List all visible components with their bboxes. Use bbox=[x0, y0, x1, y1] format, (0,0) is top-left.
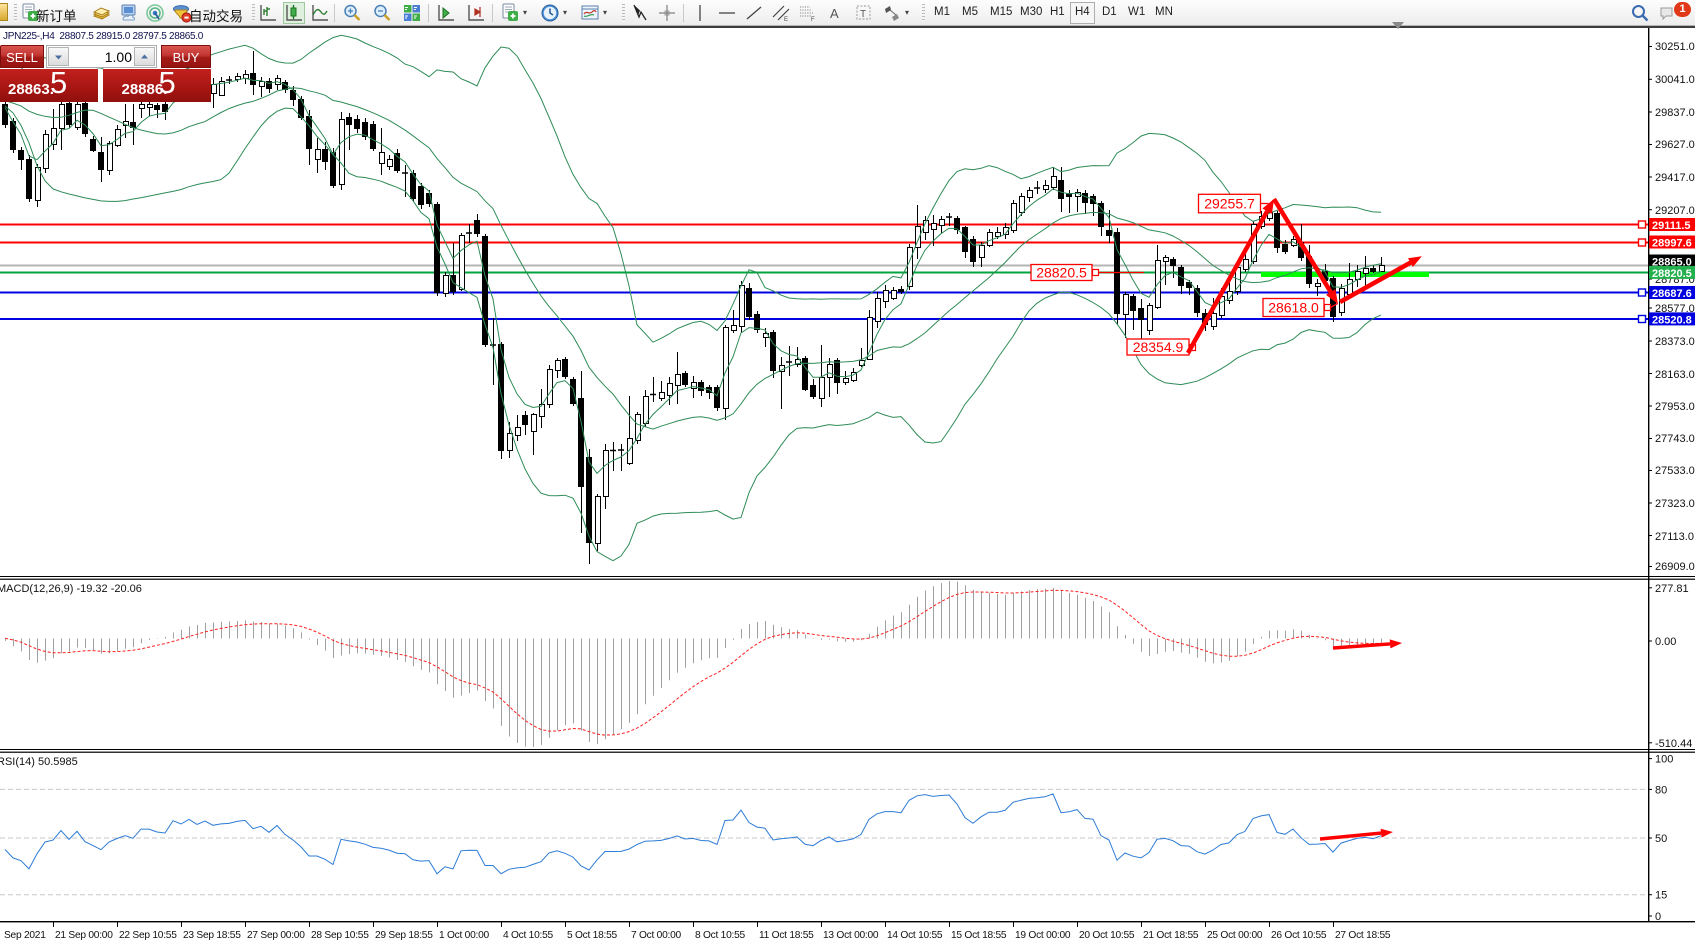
svg-text:F: F bbox=[811, 17, 815, 23]
svg-text:277.81: 277.81 bbox=[1655, 583, 1689, 595]
svg-text:28865.0: 28865.0 bbox=[1652, 257, 1692, 269]
svg-text:27 Oct 18:55: 27 Oct 18:55 bbox=[1335, 930, 1391, 941]
svg-text:28820.5: 28820.5 bbox=[1036, 265, 1087, 281]
svg-text:19 Oct 00:00: 19 Oct 00:00 bbox=[1015, 930, 1071, 941]
svg-text:28163.0: 28163.0 bbox=[1655, 369, 1695, 381]
svg-text:11 Oct 18:55: 11 Oct 18:55 bbox=[759, 930, 814, 941]
svg-text:7 Oct 00:00: 7 Oct 00:00 bbox=[631, 930, 682, 941]
svg-text:22 Sep 10:55: 22 Sep 10:55 bbox=[119, 930, 177, 941]
svg-text:20 Oct 10:55: 20 Oct 10:55 bbox=[1079, 930, 1135, 941]
svg-text:29207.0: 29207.0 bbox=[1655, 205, 1695, 217]
svg-text:30251.0: 30251.0 bbox=[1655, 41, 1695, 53]
svg-text:28 Sep 10:55: 28 Sep 10:55 bbox=[311, 930, 369, 941]
svg-text:100: 100 bbox=[1655, 754, 1673, 766]
svg-text:29417.0: 29417.0 bbox=[1655, 172, 1695, 184]
svg-text:A: A bbox=[830, 6, 839, 21]
svg-text:15: 15 bbox=[1655, 890, 1667, 902]
svg-text:27953.0: 27953.0 bbox=[1655, 401, 1695, 413]
svg-text:8 Oct 10:55: 8 Oct 10:55 bbox=[695, 930, 746, 941]
svg-text:21 Sep 00:00: 21 Sep 00:00 bbox=[55, 930, 113, 941]
svg-text:26 Oct 10:55: 26 Oct 10:55 bbox=[1271, 930, 1327, 941]
svg-text:14 Oct 10:55: 14 Oct 10:55 bbox=[887, 930, 943, 941]
svg-text:28373.0: 28373.0 bbox=[1655, 336, 1695, 348]
svg-text:29837.0: 29837.0 bbox=[1655, 107, 1695, 119]
svg-text:15 Oct 18:55: 15 Oct 18:55 bbox=[951, 930, 1007, 941]
svg-text:28520.8: 28520.8 bbox=[1652, 314, 1692, 326]
svg-text:4 Oct 10:55: 4 Oct 10:55 bbox=[503, 930, 554, 941]
svg-text:23 Sep 18:55: 23 Sep 18:55 bbox=[183, 930, 241, 941]
svg-text:1 Oct 00:00: 1 Oct 00:00 bbox=[439, 930, 490, 941]
svg-text:26909.0: 26909.0 bbox=[1655, 561, 1695, 573]
svg-text:30041.0: 30041.0 bbox=[1655, 74, 1695, 86]
svg-text:28820.5: 28820.5 bbox=[1652, 268, 1692, 280]
svg-text:50: 50 bbox=[1655, 833, 1667, 845]
svg-text:21 Oct 18:55: 21 Oct 18:55 bbox=[1143, 930, 1199, 941]
svg-text:29627.0: 29627.0 bbox=[1655, 139, 1695, 151]
svg-text:0: 0 bbox=[1655, 911, 1661, 923]
svg-text:29255.7: 29255.7 bbox=[1204, 196, 1255, 212]
svg-text:E: E bbox=[784, 17, 788, 23]
svg-text:27 Sep 00:00: 27 Sep 00:00 bbox=[247, 930, 305, 941]
svg-text:25 Oct 00:00: 25 Oct 00:00 bbox=[1207, 930, 1263, 941]
svg-text:5 Oct 18:55: 5 Oct 18:55 bbox=[567, 930, 618, 941]
svg-text:MACD(12,26,9) -19.32 -20.06: MACD(12,26,9) -19.32 -20.06 bbox=[0, 583, 142, 595]
svg-text:13 Oct 00:00: 13 Oct 00:00 bbox=[823, 930, 879, 941]
svg-text:T: T bbox=[860, 9, 866, 20]
svg-text:-510.44: -510.44 bbox=[1655, 738, 1692, 750]
svg-text:29111.5: 29111.5 bbox=[1652, 220, 1691, 232]
svg-text:28577.0: 28577.0 bbox=[1655, 303, 1695, 315]
svg-text:28997.6: 28997.6 bbox=[1652, 238, 1692, 250]
svg-text:RSI(14) 50.5985: RSI(14) 50.5985 bbox=[0, 756, 78, 768]
svg-text:28618.0: 28618.0 bbox=[1268, 300, 1319, 316]
svg-text:29 Sep 18:55: 29 Sep 18:55 bbox=[375, 930, 433, 941]
svg-text:Sep 2021: Sep 2021 bbox=[4, 930, 46, 941]
svg-text:28687.6: 28687.6 bbox=[1652, 288, 1692, 300]
svg-text:27743.0: 27743.0 bbox=[1655, 433, 1695, 445]
svg-text:27323.0: 27323.0 bbox=[1655, 498, 1695, 510]
svg-text:28354.9: 28354.9 bbox=[1133, 339, 1184, 355]
svg-text:27113.0: 27113.0 bbox=[1655, 531, 1694, 543]
svg-text:0.00: 0.00 bbox=[1655, 636, 1676, 648]
svg-text:80: 80 bbox=[1655, 784, 1667, 796]
svg-text:JPN225-,H4 28807.5 28915.0 28: JPN225-,H4 28807.5 28915.0 28797.5 28865… bbox=[3, 31, 204, 42]
svg-text:27533.0: 27533.0 bbox=[1655, 465, 1695, 477]
